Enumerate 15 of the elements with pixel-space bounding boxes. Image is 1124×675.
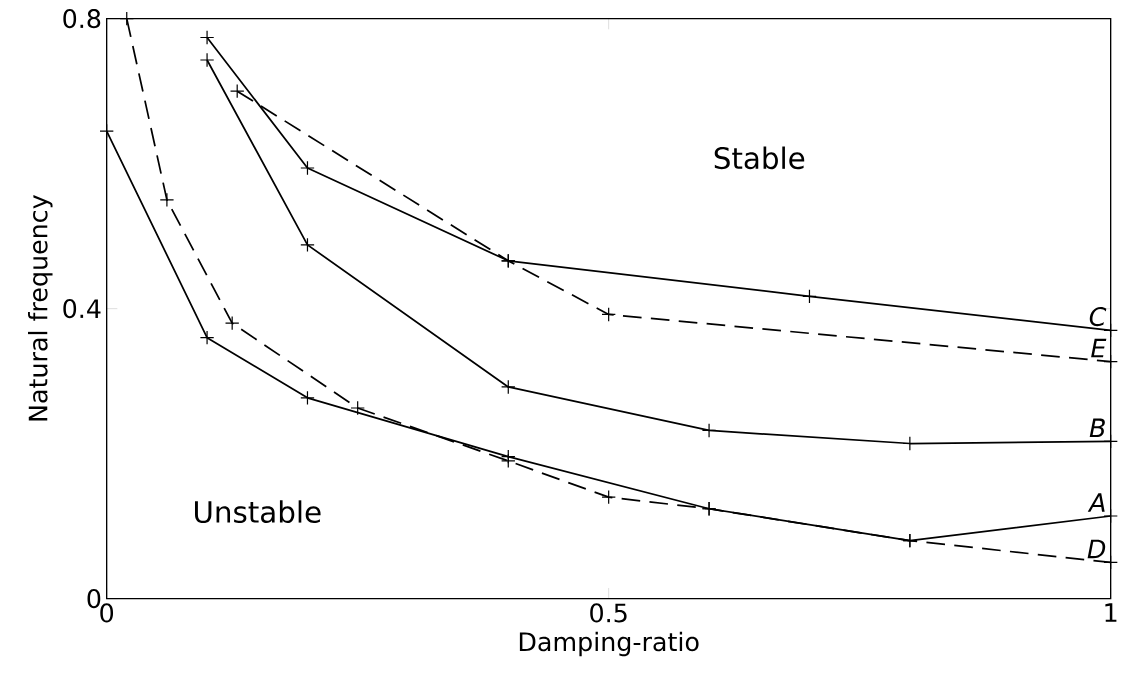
annotation: Stable [714, 146, 805, 170]
x-axis-title: Damping-ratio [519, 631, 699, 657]
y-tick-label: 0.4 [63, 299, 101, 319]
y-axis-title: Natural frequency [28, 195, 53, 421]
x-tick-label: 0 [100, 603, 114, 623]
series-label: D [1087, 539, 1106, 559]
x-tick-label: 1 [1105, 603, 1117, 623]
series-label: E [1091, 339, 1107, 358]
series-label: A [1087, 493, 1105, 512]
y-tick-label: 0.8 [63, 9, 101, 29]
series-label: B [1089, 418, 1105, 438]
x-tick-label: 0.5 [590, 603, 627, 623]
annotation: Unstable [195, 500, 321, 524]
y-tick-label: 0 [87, 589, 101, 609]
series-label: C [1089, 307, 1107, 327]
